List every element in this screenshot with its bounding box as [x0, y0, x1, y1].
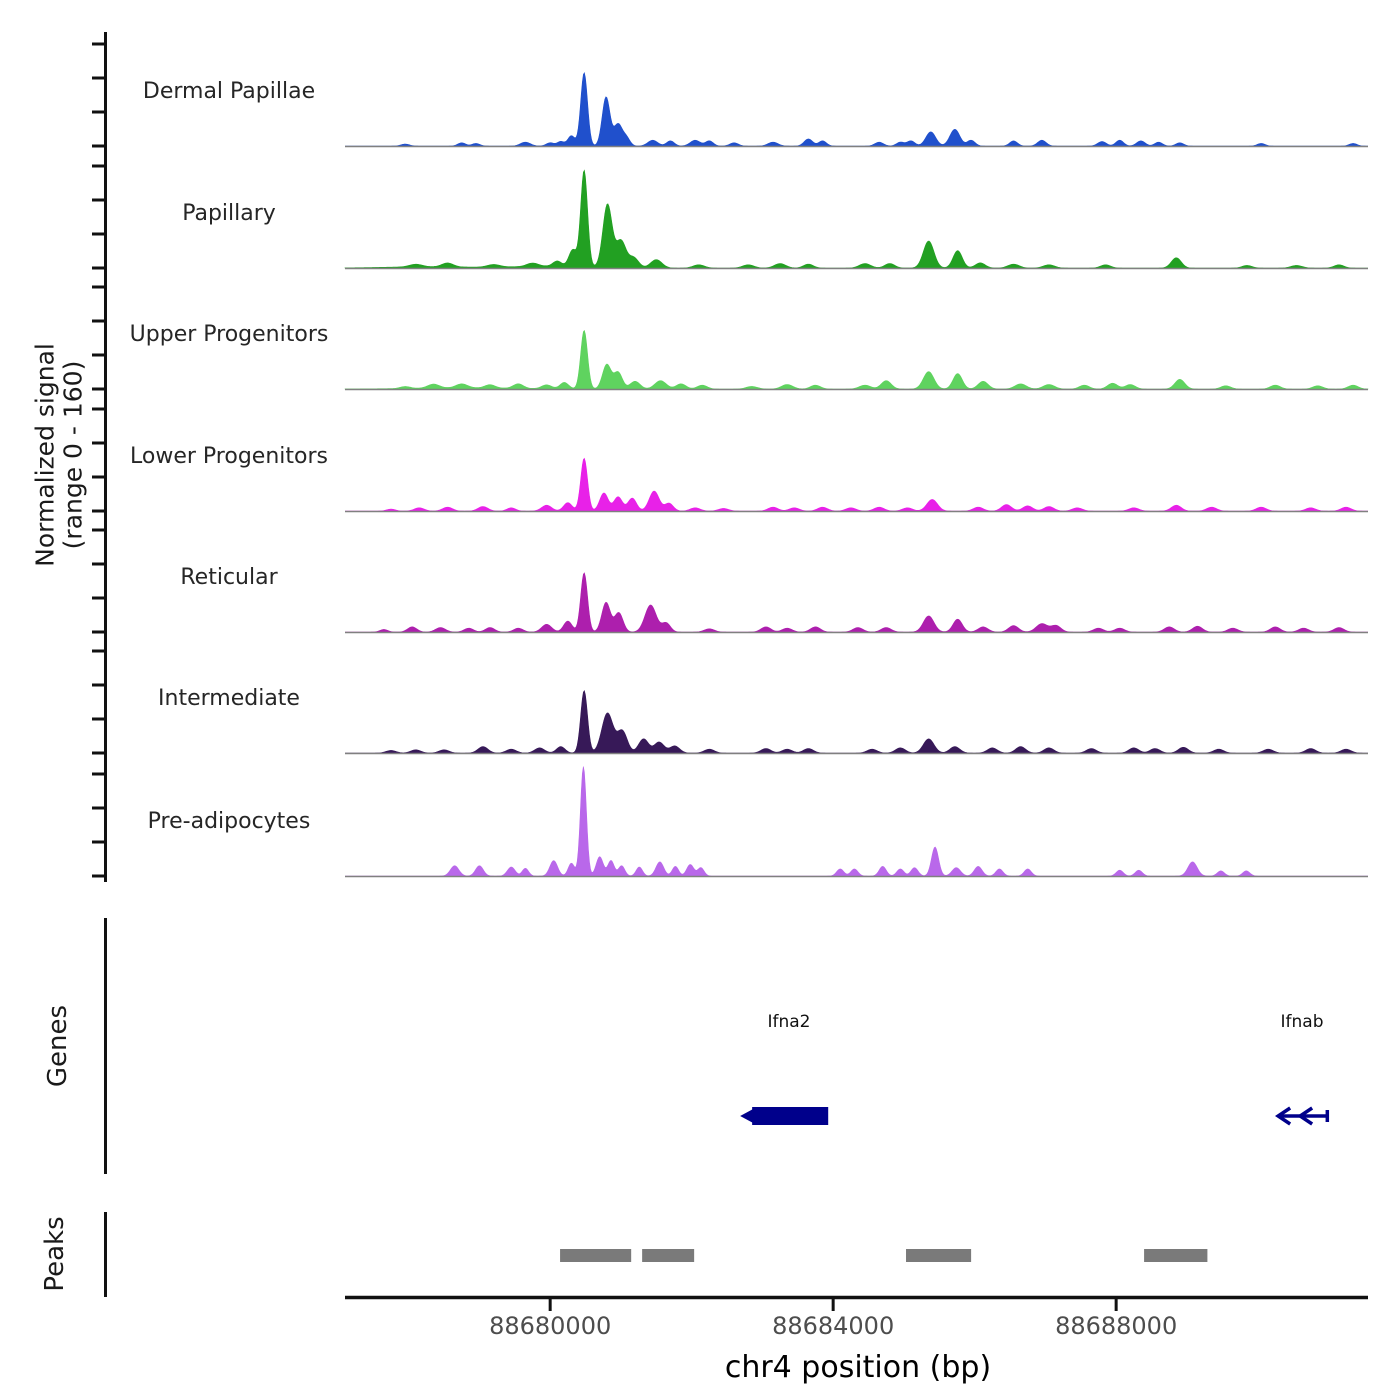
signal-area-upper-progenitors [344, 329, 1369, 390]
genes-track-label: Genes [43, 1004, 73, 1088]
gene-strand-arrow-ifna2 [740, 1109, 754, 1123]
track-label-pre-adipocytes: Pre-adipocytes [147, 809, 311, 834]
x-tick-label-88680000: 88680000 [489, 1312, 612, 1340]
peak-interval [642, 1249, 695, 1262]
peak-interval [560, 1249, 632, 1262]
track-label-intermediate: Intermediate [158, 686, 300, 711]
track-label-dermal-papillae: Dermal Papillae [142, 79, 316, 104]
signal-area-intermediate [345, 690, 1368, 754]
gene-label-ifnab: Ifnab [1280, 1012, 1324, 1032]
track-label-papillary: Papillary [182, 201, 276, 226]
track-label-lower-progenitors: Lower Progenitors [130, 444, 328, 469]
signal-area-pre-adipocytes [345, 766, 1368, 877]
track-label-reticular: Reticular [180, 565, 278, 590]
signal-area-papillary [344, 169, 1368, 269]
y-axis-label-line1: Normalized signal [30, 343, 60, 567]
peak-interval [906, 1249, 972, 1262]
x-axis-title: chr4 position (bp) [724, 1350, 992, 1385]
gene-strand-arrow-ifnab [1296, 1106, 1314, 1126]
gene-label-ifna2: Ifna2 [767, 1012, 811, 1032]
peaks-track-label: Peaks [40, 1216, 70, 1292]
signal-area-reticular [345, 572, 1368, 633]
x-tick-label-88684000: 88684000 [772, 1312, 895, 1340]
signal-area-dermal-papillae [345, 72, 1368, 147]
track-label-upper-progenitors: Upper Progenitors [129, 322, 329, 347]
signal-area-lower-progenitors [345, 457, 1368, 512]
y-axis-label-line2: (range 0 - 160) [58, 360, 88, 550]
x-tick-label-88688000: 88688000 [1055, 1312, 1178, 1340]
gene-strand-arrow-ifnab [1274, 1106, 1292, 1126]
gene-body-ifna2 [752, 1107, 829, 1125]
peak-interval [1144, 1249, 1208, 1262]
